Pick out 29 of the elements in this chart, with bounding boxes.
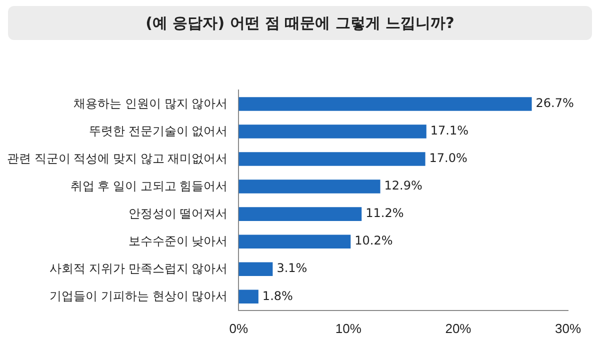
bar — [238, 262, 273, 276]
y-tick-label: 안정성이 떨어져서 — [128, 206, 228, 220]
x-tick-label: 10% — [335, 320, 362, 336]
y-tick-label: 채용하는 인원이 많지 않아서 — [74, 96, 228, 110]
data-label: 12.9% — [384, 178, 422, 193]
x-tick-label: 30% — [554, 320, 582, 336]
data-label: 17.1% — [430, 124, 469, 138]
y-tick-label: 관련 직군이 적성에 맞지 않고 재미없어서 — [7, 151, 228, 166]
data-label: 11.2% — [366, 206, 404, 220]
bar — [238, 234, 351, 248]
bar — [238, 290, 258, 304]
y-tick-label: 보수수준이 낮아서 — [128, 234, 228, 248]
data-label: 10.2% — [354, 234, 393, 248]
bar — [238, 207, 362, 221]
y-tick-label: 기업들이 기피하는 현상이 많아서 — [50, 288, 228, 303]
x-tick-label: 20% — [445, 320, 472, 336]
y-tick-label: 취업 후 일이 고되고 힘들어서 — [70, 178, 228, 193]
y-tick-label: 뚜렷한 전문기술이 없어서 — [89, 124, 228, 138]
bar — [238, 124, 426, 138]
chart-title: (예 응답자) 어떤 점 때문에 그렇게 느낍니까? — [8, 6, 592, 40]
y-tick-label: 사회적 지위가 만족스럽지 않아서 — [50, 261, 228, 276]
data-label: 3.1% — [276, 261, 308, 276]
data-label: 1.8% — [262, 288, 293, 303]
data-label: 17.0% — [429, 151, 468, 166]
data-label: 26.7% — [536, 96, 574, 110]
bar — [238, 180, 380, 194]
x-tick-label: 0% — [229, 320, 248, 336]
bar — [238, 152, 426, 166]
bar — [238, 97, 532, 111]
